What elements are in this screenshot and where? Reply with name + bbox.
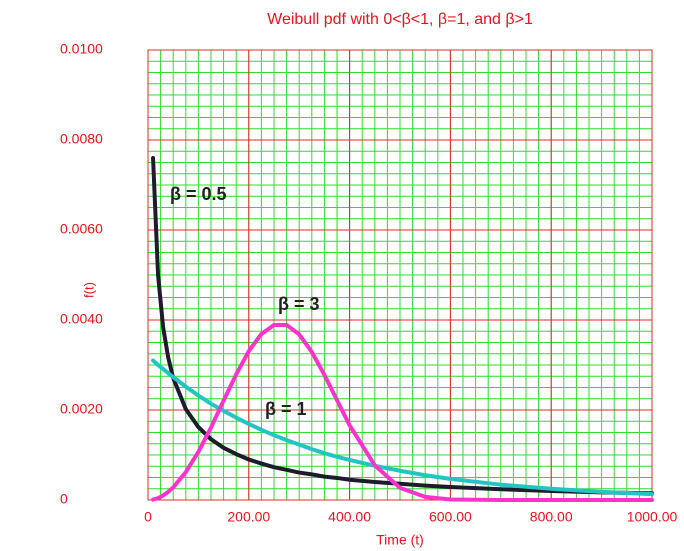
x-tick-label: 200.00 <box>227 509 270 525</box>
chart: Weibull pdf with 0<β<1, β=1, and β>1 Tim… <box>0 0 684 551</box>
y-tick-label: 0.0060 <box>60 221 103 237</box>
y-tick-label: 0.0020 <box>60 401 103 417</box>
x-tick-label: 400.00 <box>328 509 371 525</box>
y-tick-label: 0.0040 <box>60 311 103 327</box>
y-tick-label: 0.0080 <box>60 131 103 147</box>
x-tick-label: 600.00 <box>429 509 472 525</box>
x-tick-label: 0 <box>144 509 152 525</box>
series-label: β = 0.5 <box>170 184 227 204</box>
chart-title: Weibull pdf with 0<β<1, β=1, and β>1 <box>267 11 533 28</box>
y-axis-label: f(t) <box>81 282 96 298</box>
x-axis-label: Time (t) <box>376 532 424 548</box>
x-tick-label: 800.00 <box>530 509 573 525</box>
x-tick-label: 1000.00 <box>627 509 678 525</box>
series-label: β = 3 <box>278 294 320 314</box>
series-label: β = 1 <box>265 399 307 419</box>
y-tick-label: 0.0100 <box>60 41 103 57</box>
y-tick-label: 0 <box>60 491 68 507</box>
